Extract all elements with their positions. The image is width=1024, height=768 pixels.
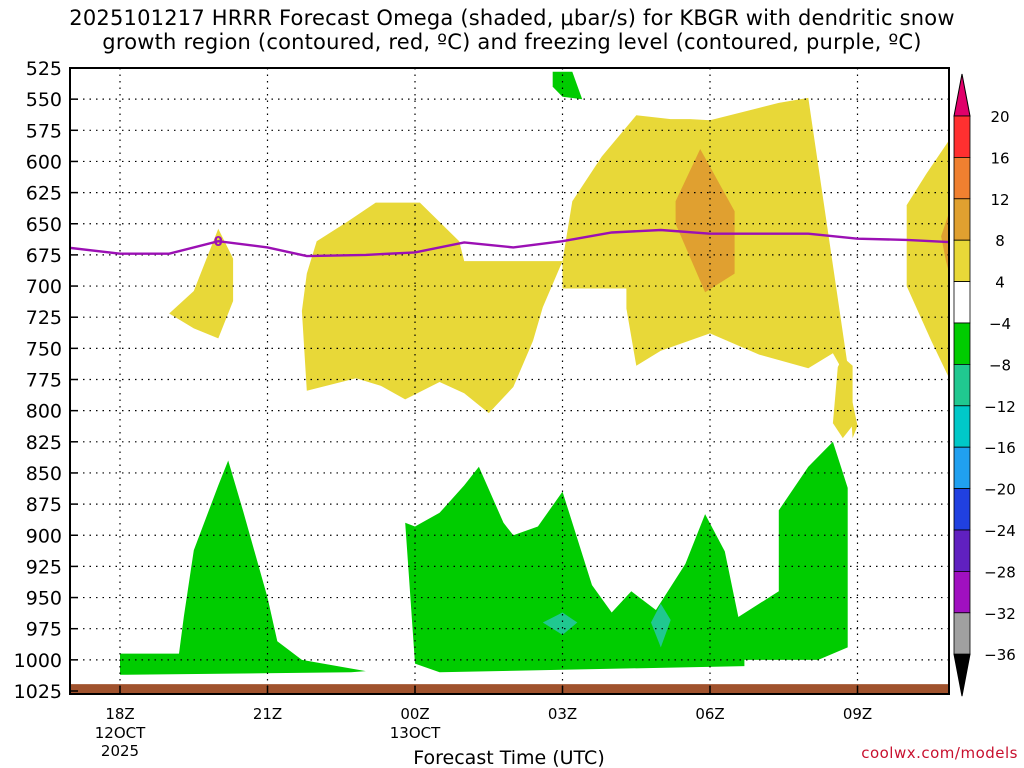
yellow-region-3 (832, 357, 853, 439)
green-region-1 (120, 460, 366, 675)
plot-frame (69, 67, 950, 695)
colorbar-label-7: −12 (984, 398, 1016, 416)
title-line-2: growth region (contoured, red, ºC) and f… (102, 30, 922, 54)
yellow-region-2 (301, 97, 858, 439)
y-tick-label-925: 925 (26, 556, 62, 578)
colorbar-label-0: 20 (990, 108, 1009, 126)
colorbar-label-8: −16 (984, 439, 1016, 457)
colorbar-label-6: −8 (989, 356, 1011, 374)
teal-region-1 (542, 612, 578, 635)
colorbar-label-9: −20 (984, 481, 1016, 499)
y-tick-label-850: 850 (26, 463, 62, 485)
colorbar-swatch-2 (953, 198, 971, 241)
y-tick-label-550: 550 (26, 89, 62, 111)
colorbar-swatch-5 (953, 322, 971, 365)
x-tick-label-18Z: 18Z (105, 705, 134, 723)
y-tick-label-725: 725 (26, 307, 62, 329)
colorbar-label-3: 8 (995, 232, 1005, 250)
colorbar-label-4: 4 (995, 274, 1005, 292)
colorbar-label-10: −24 (984, 522, 1016, 540)
x-tick-label-03Z: 03Z (548, 705, 577, 723)
teal-region-2 (651, 603, 671, 648)
colorbar-label-13: −36 (984, 646, 1016, 664)
x-tick-label-09Z: 09Z (843, 705, 872, 723)
x-date-label-00Z: 13OCT (390, 724, 441, 742)
ground-level (70, 684, 949, 694)
x-year-label: 2025 (101, 742, 139, 760)
x-axis-label: Forecast Time (UTC) (413, 747, 604, 768)
x-tick-label-21Z: 21Z (253, 705, 282, 723)
y-tick-label-575: 575 (26, 120, 62, 142)
y-tick-label-625: 625 (26, 183, 62, 205)
chart-title: 2025101217 HRRR Forecast Omega (shaded, … (0, 6, 1024, 54)
colorbar-swatch-0 (953, 115, 971, 158)
colorbar-label-1: 16 (990, 149, 1009, 167)
freezing-level-line (70, 228, 949, 258)
green-region-2 (405, 466, 745, 673)
y-tick-label-675: 675 (26, 245, 62, 267)
y-tick-label-950: 950 (26, 588, 62, 610)
colorbar-swatch-6 (953, 363, 971, 407)
colorbar-top-arrow (953, 73, 971, 117)
colorbar-swatch-4 (953, 281, 971, 324)
colorbar-label-11: −28 (984, 563, 1016, 581)
colorbar-bottom-arrow (953, 653, 971, 697)
yellow-region-1 (169, 228, 234, 339)
colorbar-swatch-3 (953, 239, 971, 282)
y-tick-label-750: 750 (26, 338, 62, 360)
colorbar-swatch-9 (953, 488, 971, 531)
y-tick-label-825: 825 (26, 432, 62, 454)
source-credit: coolwx.com/models (861, 744, 1018, 762)
x-tick-label-00Z: 00Z (400, 705, 429, 723)
colorbar-label-12: −32 (984, 605, 1016, 623)
y-tick-label-1000: 1000 (14, 650, 62, 672)
y-tick-label-975: 975 (26, 619, 62, 641)
x-tick-label-06Z: 06Z (695, 705, 724, 723)
orange-region-1 (675, 149, 735, 293)
title-line-1: 2025101217 HRRR Forecast Omega (shaded, … (69, 6, 955, 30)
y-tick-label-1025: 1025 (14, 681, 62, 703)
y-tick-label-650: 650 (26, 214, 62, 236)
colorbar-swatch-11 (953, 571, 971, 614)
colorbar-swatch-12 (953, 612, 971, 655)
colorbar-swatch-1 (953, 156, 971, 200)
green-region-4 (552, 71, 583, 100)
freezing-level-label: 0 (214, 235, 223, 250)
y-tick-label-600: 600 (26, 151, 62, 173)
green-region-3 (714, 441, 848, 660)
colorbar-label-2: 12 (990, 191, 1009, 209)
y-tick-label-800: 800 (26, 401, 62, 423)
y-tick-label-525: 525 (26, 58, 62, 80)
y-tick-label-875: 875 (26, 494, 62, 516)
colorbar-swatch-7 (953, 405, 971, 448)
colorbar-swatch-8 (953, 446, 971, 490)
colorbar-swatch-10 (953, 529, 971, 572)
y-tick-label-775: 775 (26, 370, 62, 392)
yellow-region-4 (906, 140, 949, 378)
colorbar-label-5: −4 (989, 315, 1011, 333)
y-tick-label-900: 900 (26, 525, 62, 547)
y-tick-label-700: 700 (26, 276, 62, 298)
x-date-label-18Z: 12OCT (95, 724, 146, 742)
